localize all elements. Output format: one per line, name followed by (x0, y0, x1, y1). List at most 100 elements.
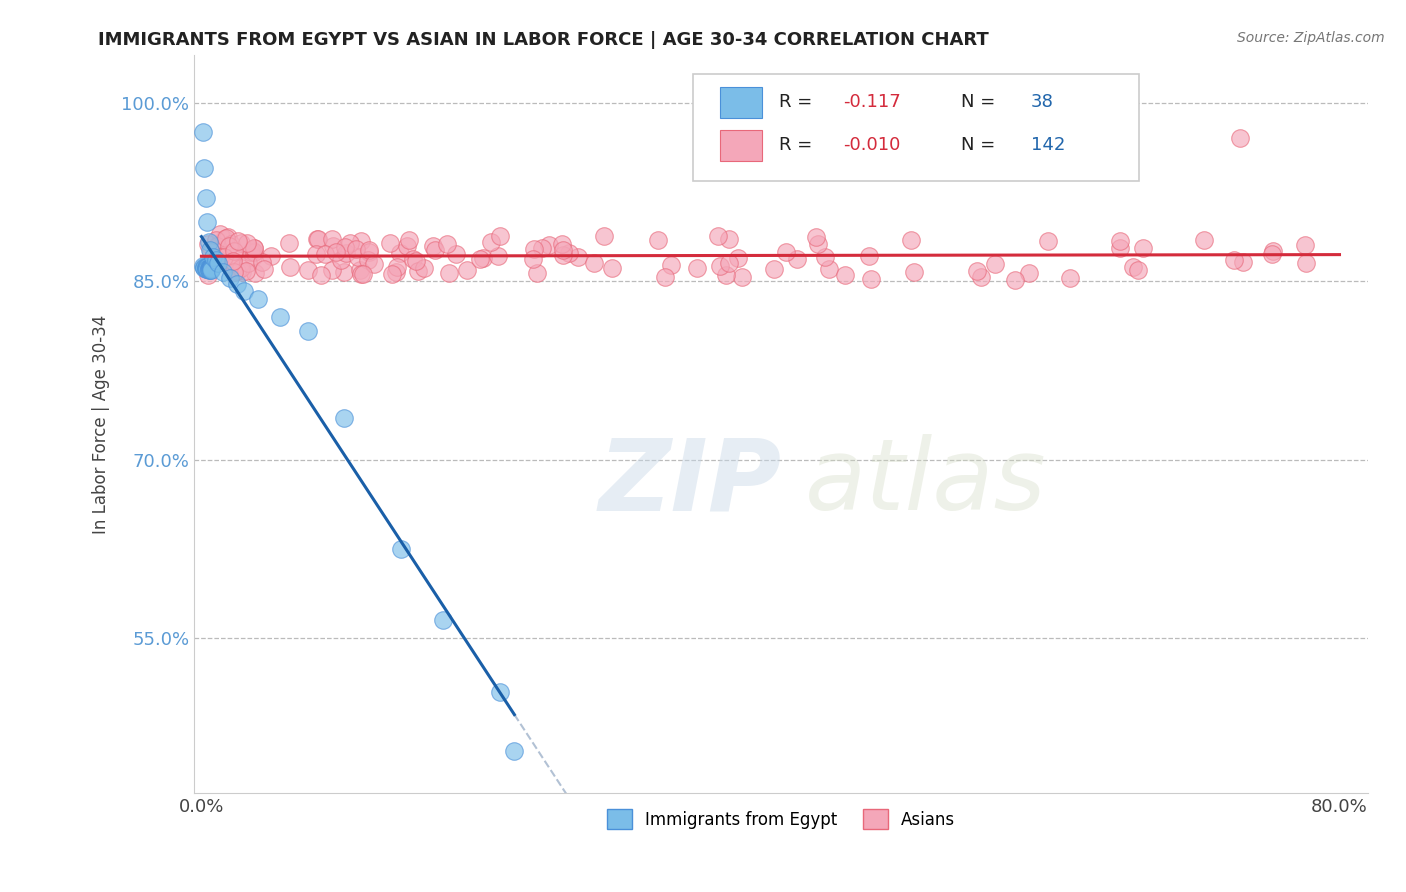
Point (1036, 234, 1059, 248)
Point (330, 252, 353, 267)
Point (903, 265, 925, 279)
Point (219, 256, 242, 270)
Point (260, 249, 283, 263)
Point (817, 261, 839, 276)
Text: R =: R = (779, 136, 813, 154)
Point (1126, 263, 1149, 277)
Point (353, 267, 375, 281)
Bar (720, 87, 762, 118)
Point (381, 267, 404, 281)
Point (553, 248, 575, 262)
Point (217, 229, 239, 244)
Point (253, 261, 276, 276)
Point (332, 411, 354, 425)
Point (966, 264, 988, 278)
Point (233, 284, 256, 298)
Point (406, 264, 429, 278)
Point (970, 270, 993, 285)
Point (240, 243, 263, 257)
Point (583, 255, 606, 269)
Point (468, 252, 491, 266)
Point (325, 244, 347, 259)
Text: -0.010: -0.010 (844, 136, 901, 154)
Point (198, 261, 221, 276)
Point (231, 265, 253, 279)
Point (359, 245, 381, 260)
Point (197, 235, 219, 249)
Point (236, 236, 259, 251)
Point (1294, 238, 1316, 252)
Point (194, 261, 217, 276)
Point (211, 265, 233, 279)
Point (191, 125, 214, 139)
Text: IMMIGRANTS FROM EGYPT VS ASIAN IN LABOR FORCE | AGE 30-34 CORRELATION CHART: IMMIGRANTS FROM EGYPT VS ASIAN IN LABOR … (98, 31, 990, 49)
Point (486, 249, 509, 263)
Point (558, 245, 581, 260)
Point (242, 251, 264, 265)
Point (1229, 131, 1251, 145)
Point (395, 238, 418, 252)
Point (489, 684, 512, 698)
Point (236, 256, 259, 270)
Point (363, 257, 385, 271)
Point (1108, 234, 1130, 248)
Point (1018, 266, 1040, 280)
Point (530, 241, 553, 255)
Y-axis label: In Labor Force | Age 30-34: In Labor Force | Age 30-34 (93, 314, 110, 533)
Point (471, 252, 494, 266)
Point (727, 251, 749, 265)
Point (195, 215, 218, 229)
Point (204, 252, 226, 267)
Point (278, 235, 301, 250)
Point (1059, 271, 1081, 285)
Point (194, 191, 217, 205)
Text: -0.117: -0.117 (844, 94, 901, 112)
Point (834, 268, 856, 282)
Point (731, 269, 754, 284)
Point (198, 262, 221, 277)
Point (207, 256, 229, 270)
Bar (720, 129, 762, 161)
Text: N =: N = (960, 136, 995, 154)
Point (212, 232, 235, 246)
Point (384, 265, 406, 279)
Point (197, 262, 219, 277)
Point (1122, 260, 1144, 274)
Point (1223, 253, 1246, 268)
Point (321, 263, 343, 277)
Point (205, 238, 228, 252)
Point (714, 268, 737, 282)
Point (229, 235, 252, 250)
Point (305, 246, 328, 260)
Point (215, 231, 238, 245)
Point (807, 237, 830, 252)
Point (413, 260, 436, 275)
Point (222, 254, 245, 268)
Point (446, 247, 468, 261)
Point (269, 310, 291, 324)
Point (456, 263, 478, 277)
Point (567, 250, 589, 264)
Point (1261, 247, 1284, 261)
Point (806, 229, 828, 244)
Point (243, 266, 266, 280)
Text: 142: 142 (1031, 136, 1066, 154)
Text: R =: R = (779, 94, 813, 112)
Point (205, 233, 228, 247)
Point (198, 263, 221, 277)
Point (503, 744, 526, 758)
Point (243, 244, 266, 259)
Point (860, 271, 883, 285)
Point (1295, 255, 1317, 269)
Point (398, 233, 420, 247)
Point (378, 236, 401, 251)
Point (600, 261, 623, 276)
Point (984, 257, 1007, 271)
Point (229, 261, 252, 276)
Point (252, 255, 274, 269)
Point (333, 265, 356, 279)
Point (437, 266, 460, 280)
Point (194, 262, 217, 277)
Point (247, 292, 270, 306)
FancyBboxPatch shape (693, 73, 1139, 180)
